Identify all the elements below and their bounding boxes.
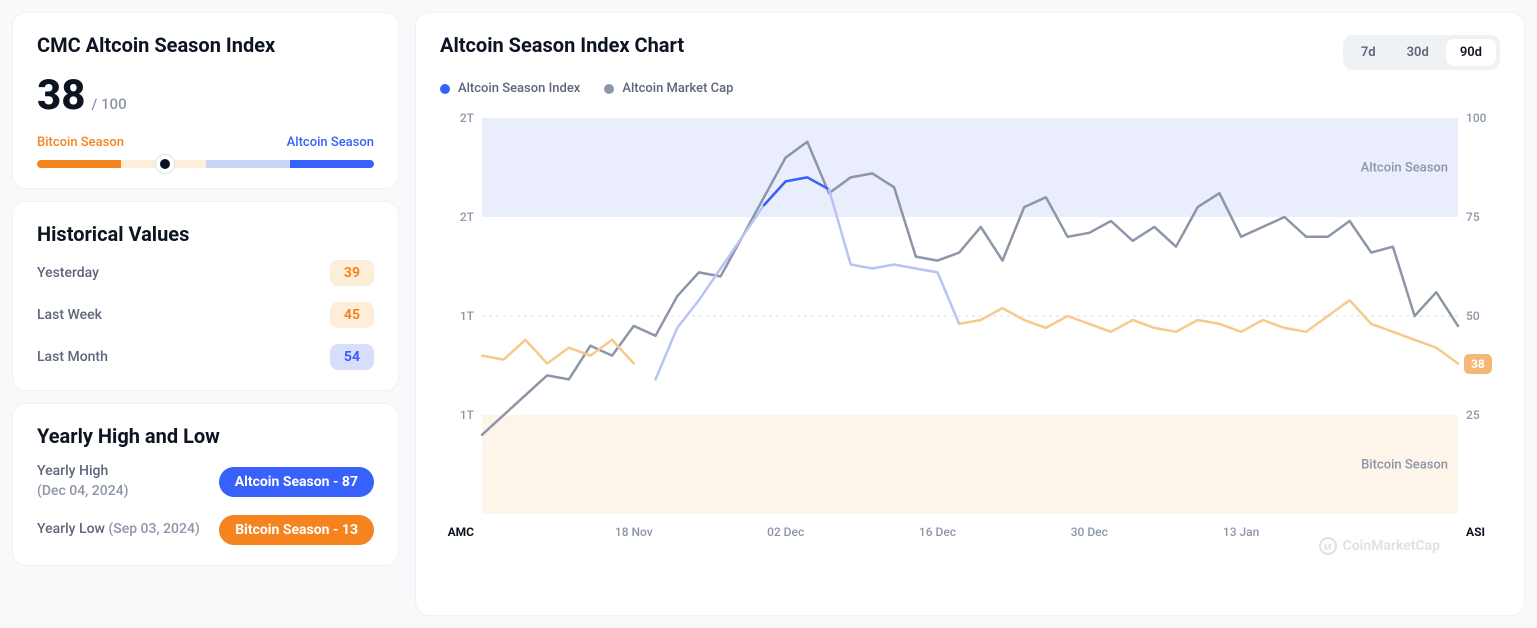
chart-title: Altcoin Season Index Chart [440,33,684,57]
svg-text:1T: 1T [460,408,475,422]
yearly-title: Yearly High and Low [37,424,374,448]
legend-label: Altcoin Season Index [458,81,580,96]
svg-text:02 Dec: 02 Dec [767,525,804,539]
index-card: CMC Altcoin Season Index 38 / 100 Bitcoi… [12,12,399,189]
slider-knob [156,155,174,173]
historical-label: Yesterday [37,265,99,281]
yearly-low-label-block: Yearly Low (Sep 03, 2024) [37,520,200,540]
svg-text:Bitcoin Season: Bitcoin Season [1361,458,1448,473]
svg-text:25: 25 [1466,408,1480,422]
yearly-card: Yearly High and Low Yearly High (Dec 04,… [12,403,399,566]
yearly-high-row: Yearly High (Dec 04, 2024) Altcoin Seaso… [37,462,374,501]
historical-card: Historical Values Yesterday 39 Last Week 45… [12,201,399,391]
yearly-high-label-block: Yearly High (Dec 04, 2024) [37,462,129,501]
range-tab-30d[interactable]: 30d [1393,39,1443,66]
svg-text:18 Nov: 18 Nov [615,525,653,539]
svg-text:50: 50 [1466,309,1480,323]
range-tabs: 7d30d90d [1343,35,1500,70]
svg-text:1T: 1T [460,309,475,323]
chart-svg: Altcoin Season Bitcoin Season 1T 1T 2T 2T AMC 2… [440,108,1500,548]
legend-item: Altcoin Market Cap [604,81,733,96]
chart-legend: Altcoin Season Index Altcoin Market Cap [440,81,1500,96]
yearly-high-label: Yearly High [37,462,129,482]
yearly-high-pill: Altcoin Season - 87 [219,467,374,497]
svg-text:30 Dec: 30 Dec [1071,525,1108,539]
coinmarketcap-icon: ᴍ [1319,537,1337,555]
legend-dot-icon [440,84,450,94]
svg-text:AMC: AMC [448,525,475,539]
index-max: / 100 [91,95,126,113]
svg-text:2T: 2T [460,210,475,224]
slider-labels: Bitcoin Season Altcoin Season [37,135,374,150]
asi-end-badge: 38 [1464,354,1492,374]
index-value-row: 38 / 100 [37,75,374,117]
svg-text:Altcoin Season: Altcoin Season [1361,161,1448,176]
slider-track [37,160,374,168]
slider-seg-3 [206,160,290,168]
historical-list: Yesterday 39 Last Week 45 Last Month 54 [37,260,374,370]
altcoin-season-label: Altcoin Season [287,135,374,150]
slider-seg-1 [37,160,121,168]
watermark: ᴍ CoinMarketCap [1319,537,1440,555]
legend-label: Altcoin Market Cap [622,81,733,96]
yearly-low-label: Yearly Low [37,521,105,537]
chart-area: Altcoin Season Bitcoin Season 1T 1T 2T 2T AMC 2… [440,108,1500,595]
range-tab-90d[interactable]: 90d [1446,39,1496,66]
historical-row: Yesterday 39 [37,260,374,286]
svg-text:ASI: ASI [1466,525,1485,539]
bitcoin-season-label: Bitcoin Season [37,135,124,150]
historical-row: Last Month 54 [37,344,374,370]
historical-value-badge: 39 [330,260,374,286]
yearly-low-pill: Bitcoin Season - 13 [219,515,374,545]
range-tab-7d[interactable]: 7d [1347,39,1390,66]
svg-text:2T: 2T [460,111,475,125]
slider-seg-4 [290,160,374,168]
svg-text:100: 100 [1466,111,1487,125]
svg-text:16 Dec: 16 Dec [919,525,956,539]
chart-header: Altcoin Season Index Chart 7d30d90d [440,33,1500,71]
svg-text:75: 75 [1466,210,1480,224]
yearly-high-date: (Dec 04, 2024) [37,482,129,502]
historical-value-badge: 54 [330,344,374,370]
svg-text:13 Jan: 13 Jan [1223,525,1259,539]
historical-title: Historical Values [37,222,374,246]
historical-row: Last Week 45 [37,302,374,328]
historical-value-badge: 45 [330,302,374,328]
legend-dot-icon [604,84,614,94]
yearly-low-date: (Sep 03, 2024) [108,521,199,537]
historical-label: Last Week [37,307,102,323]
chart-card: Altcoin Season Index Chart 7d30d90d Altc… [415,12,1525,616]
index-value: 38 [37,75,85,117]
legend-item: Altcoin Season Index [440,81,580,96]
watermark-text: CoinMarketCap [1343,538,1440,554]
historical-label: Last Month [37,349,108,365]
index-title: CMC Altcoin Season Index [37,33,374,57]
yearly-low-row: Yearly Low (Sep 03, 2024) Bitcoin Season… [37,515,374,545]
